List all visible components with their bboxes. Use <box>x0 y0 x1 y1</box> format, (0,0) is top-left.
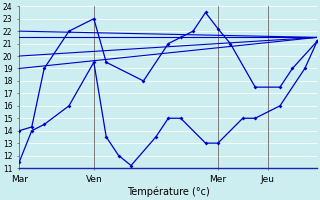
X-axis label: Température (°c): Température (°c) <box>127 187 210 197</box>
